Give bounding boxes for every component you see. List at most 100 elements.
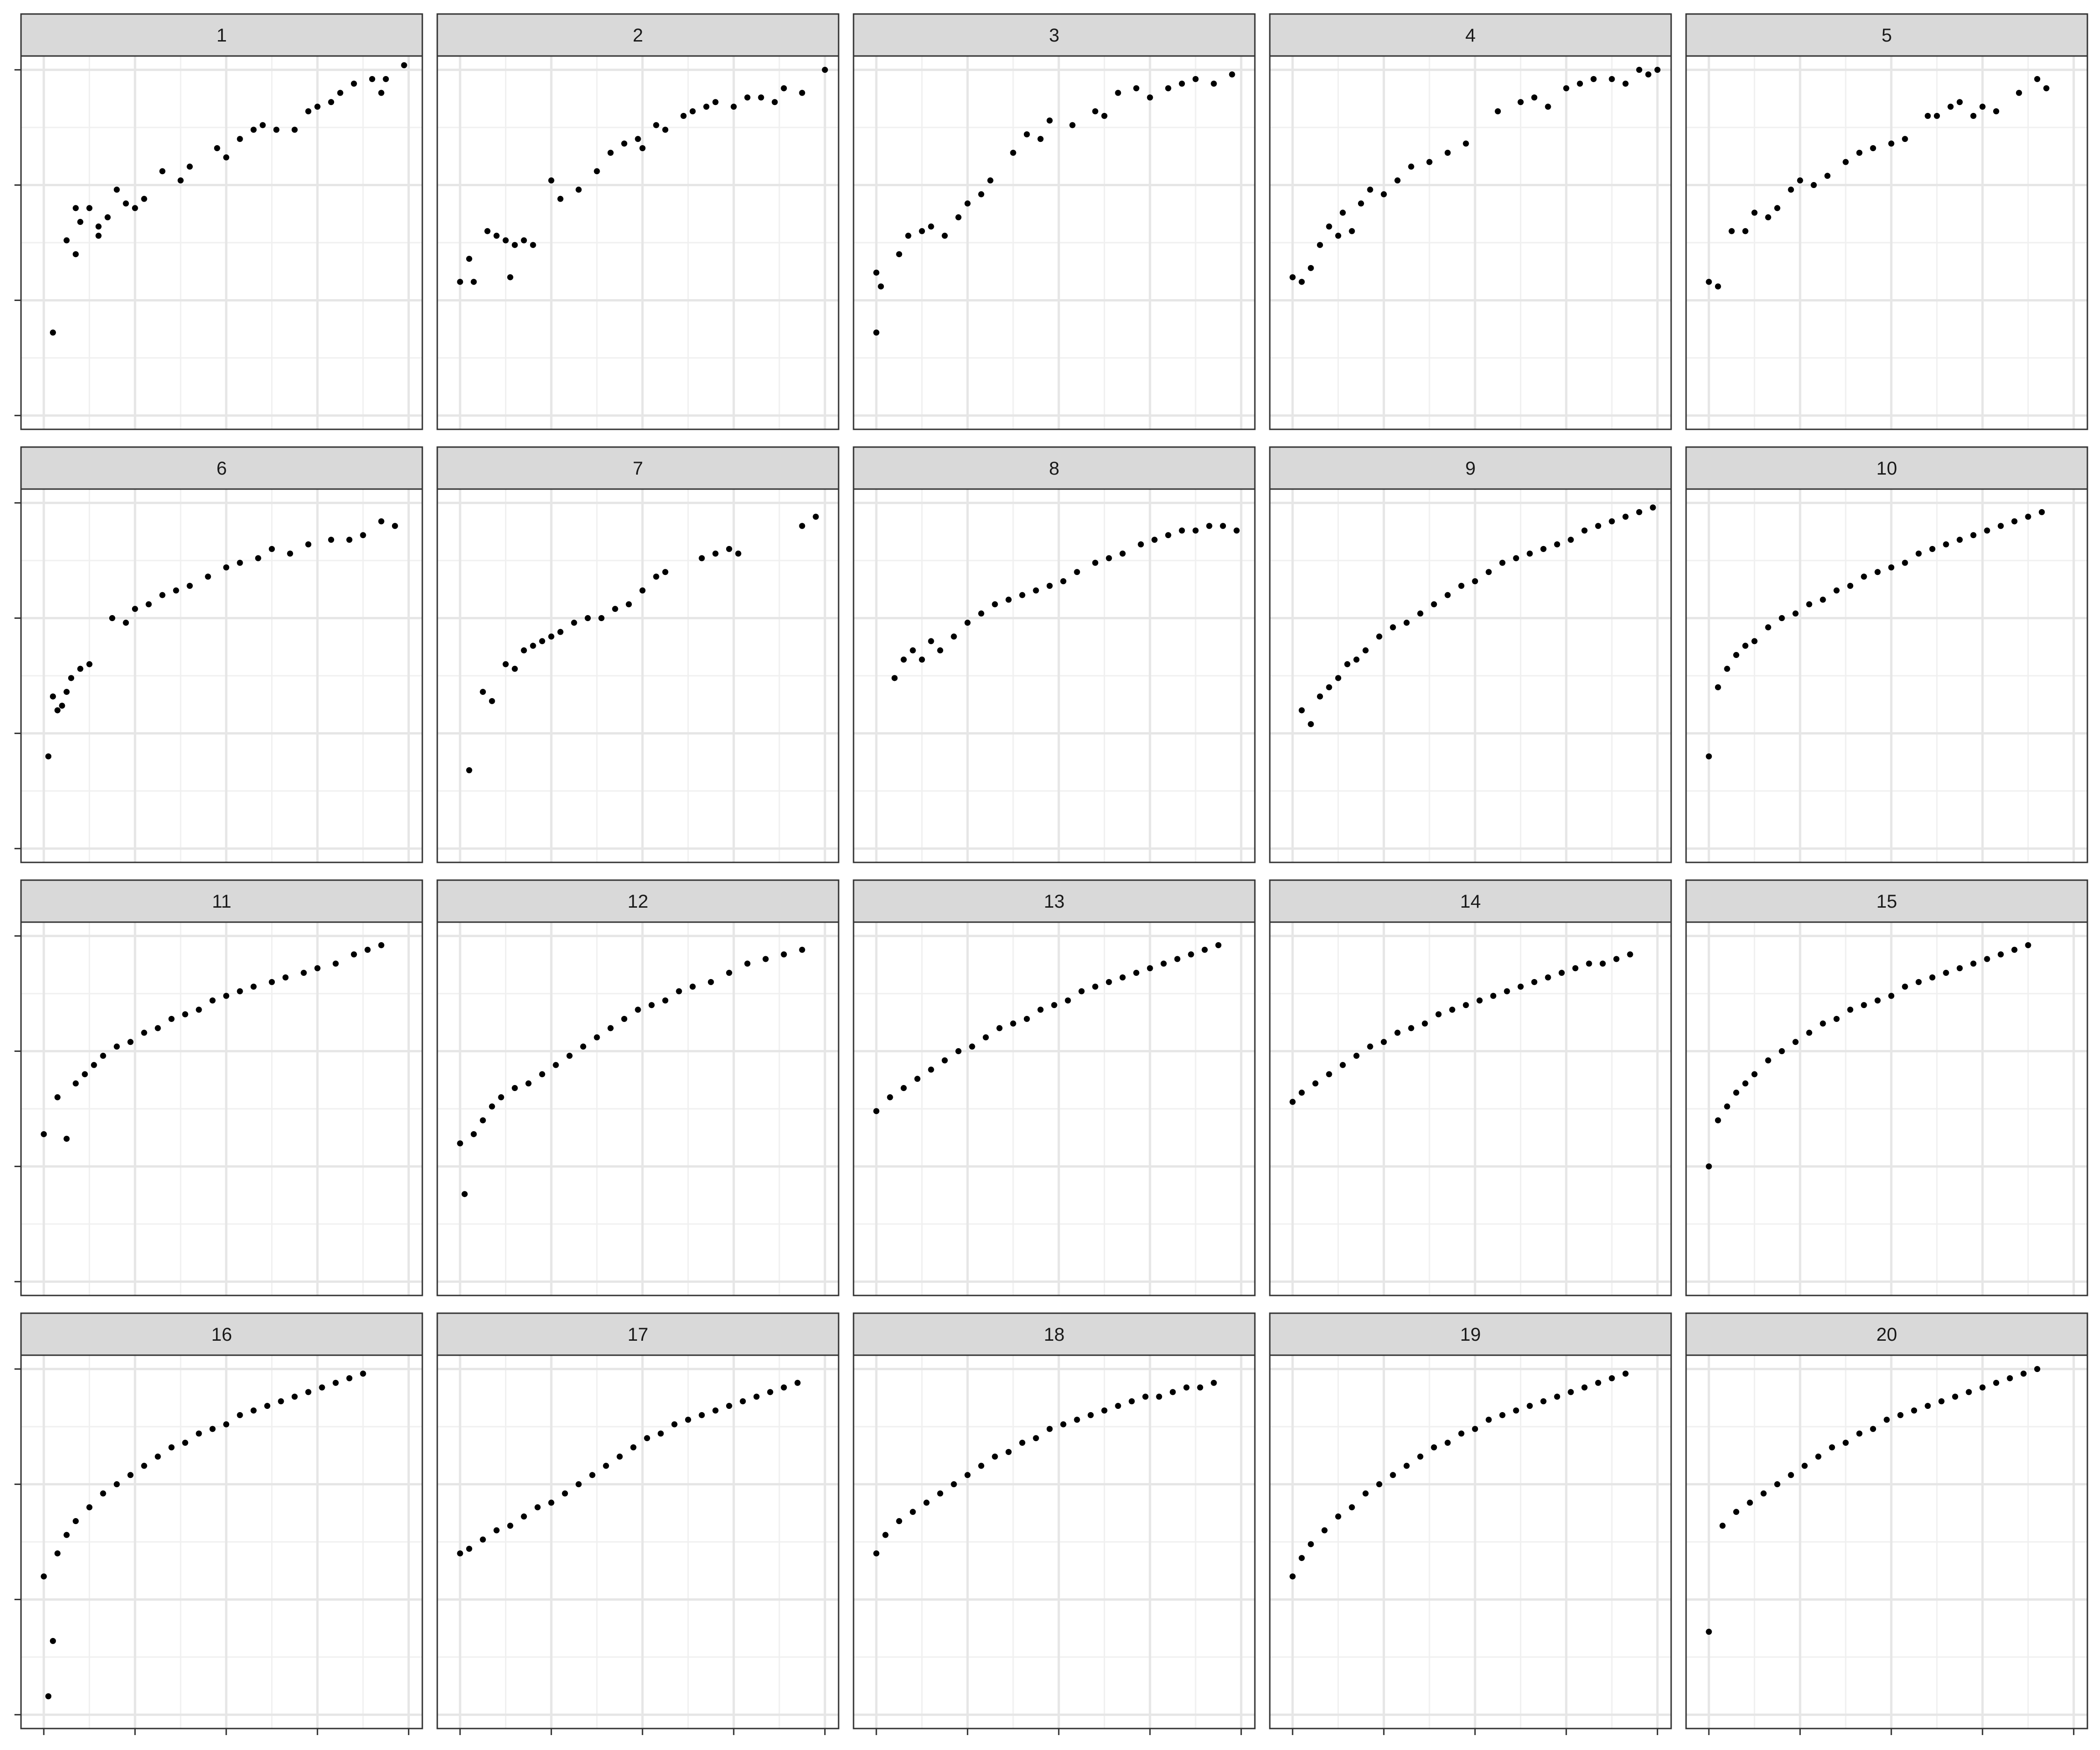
data-point (812, 513, 819, 520)
data-point (1390, 624, 1396, 630)
data-point (1308, 265, 1314, 271)
data-point (1183, 1384, 1190, 1391)
data-point (1161, 960, 1167, 967)
data-point (1115, 90, 1121, 96)
data-point (758, 94, 764, 101)
data-points (45, 518, 398, 760)
data-points (1706, 509, 2045, 760)
data-point (767, 1389, 773, 1395)
data-point (1581, 1384, 1588, 1391)
data-point (489, 698, 495, 704)
data-point (1308, 1541, 1314, 1547)
data-point (1622, 1371, 1629, 1377)
data-point (1335, 1513, 1342, 1520)
data-point (1174, 956, 1181, 962)
data-point (658, 1430, 664, 1437)
panel-border (20, 488, 423, 863)
gridlines (21, 489, 422, 862)
data-point (1902, 983, 1908, 990)
data-point (41, 1131, 47, 1137)
data-point (462, 1191, 468, 1197)
facet-strip (853, 1312, 1256, 1356)
data-point (123, 200, 129, 207)
data-point (209, 1426, 216, 1432)
data-point (132, 205, 138, 211)
data-point (1842, 1440, 1849, 1446)
data-point (1147, 94, 1153, 101)
data-point (59, 702, 65, 709)
data-point (1064, 997, 1071, 1004)
data-point (1774, 205, 1780, 211)
data-point (1458, 582, 1464, 589)
data-point (1513, 555, 1519, 561)
facet-strip-label: 6 (217, 458, 227, 479)
data-point (1622, 513, 1629, 520)
data-points (1298, 504, 1656, 728)
data-points (1289, 951, 1633, 1105)
data-point (553, 1062, 559, 1068)
data-point (530, 242, 536, 248)
data-point (91, 1062, 97, 1068)
data-point (1545, 104, 1551, 110)
data-point (1970, 112, 1977, 119)
data-point (901, 656, 907, 663)
data-point (269, 546, 275, 552)
data-point (1133, 85, 1140, 91)
data-point (503, 661, 509, 667)
data-point (1504, 988, 1510, 994)
data-point (703, 104, 710, 110)
data-point (726, 970, 732, 976)
facet-strip (20, 446, 423, 490)
data-point (2034, 1366, 2040, 1372)
data-point (680, 112, 687, 119)
data-point (269, 979, 275, 985)
data-point (905, 232, 911, 239)
data-point (525, 1080, 532, 1087)
data-point (607, 1025, 614, 1031)
data-point (1934, 112, 1940, 119)
data-point (1545, 974, 1551, 981)
data-point (1847, 1007, 1854, 1013)
data-point (548, 177, 554, 184)
data-point (214, 145, 220, 152)
facet-strip-label: 10 (1876, 458, 1897, 479)
facet-strip (1685, 1312, 2088, 1356)
data-point (72, 1080, 79, 1087)
panel-border (1269, 55, 1672, 430)
panel-border (1269, 921, 1672, 1296)
data-point (1715, 283, 1721, 290)
data-point (360, 532, 366, 539)
data-point (589, 1472, 595, 1478)
data-point (1526, 550, 1533, 557)
data-point (1760, 1490, 1767, 1497)
facet-strip-label: 7 (633, 458, 643, 479)
data-point (1023, 1015, 1030, 1022)
facet-strip (853, 446, 1256, 490)
data-point (873, 1550, 880, 1557)
data-point (123, 619, 129, 626)
data-point (1526, 1403, 1533, 1409)
data-point (878, 283, 884, 290)
data-point (1751, 1071, 1758, 1078)
data-point (364, 946, 371, 953)
data-point (992, 601, 998, 608)
data-point (1151, 537, 1158, 543)
data-point (951, 633, 957, 640)
gridlines (437, 489, 839, 862)
facet-panel-5: 5 (1685, 13, 2088, 430)
data-point (603, 1463, 609, 1469)
data-point (63, 1135, 70, 1142)
facet-strip (20, 13, 423, 57)
data-point (1358, 200, 1364, 207)
panel-border (1685, 55, 2088, 430)
data-points (873, 942, 1222, 1114)
data-point (726, 1403, 732, 1409)
data-point (1979, 1384, 1986, 1391)
data-point (594, 168, 600, 175)
panel-border (20, 1354, 423, 1729)
data-point (575, 186, 582, 193)
data-point (346, 1375, 353, 1381)
data-point (1554, 541, 1561, 548)
data-point (1444, 592, 1451, 598)
data-point (1929, 974, 1936, 981)
